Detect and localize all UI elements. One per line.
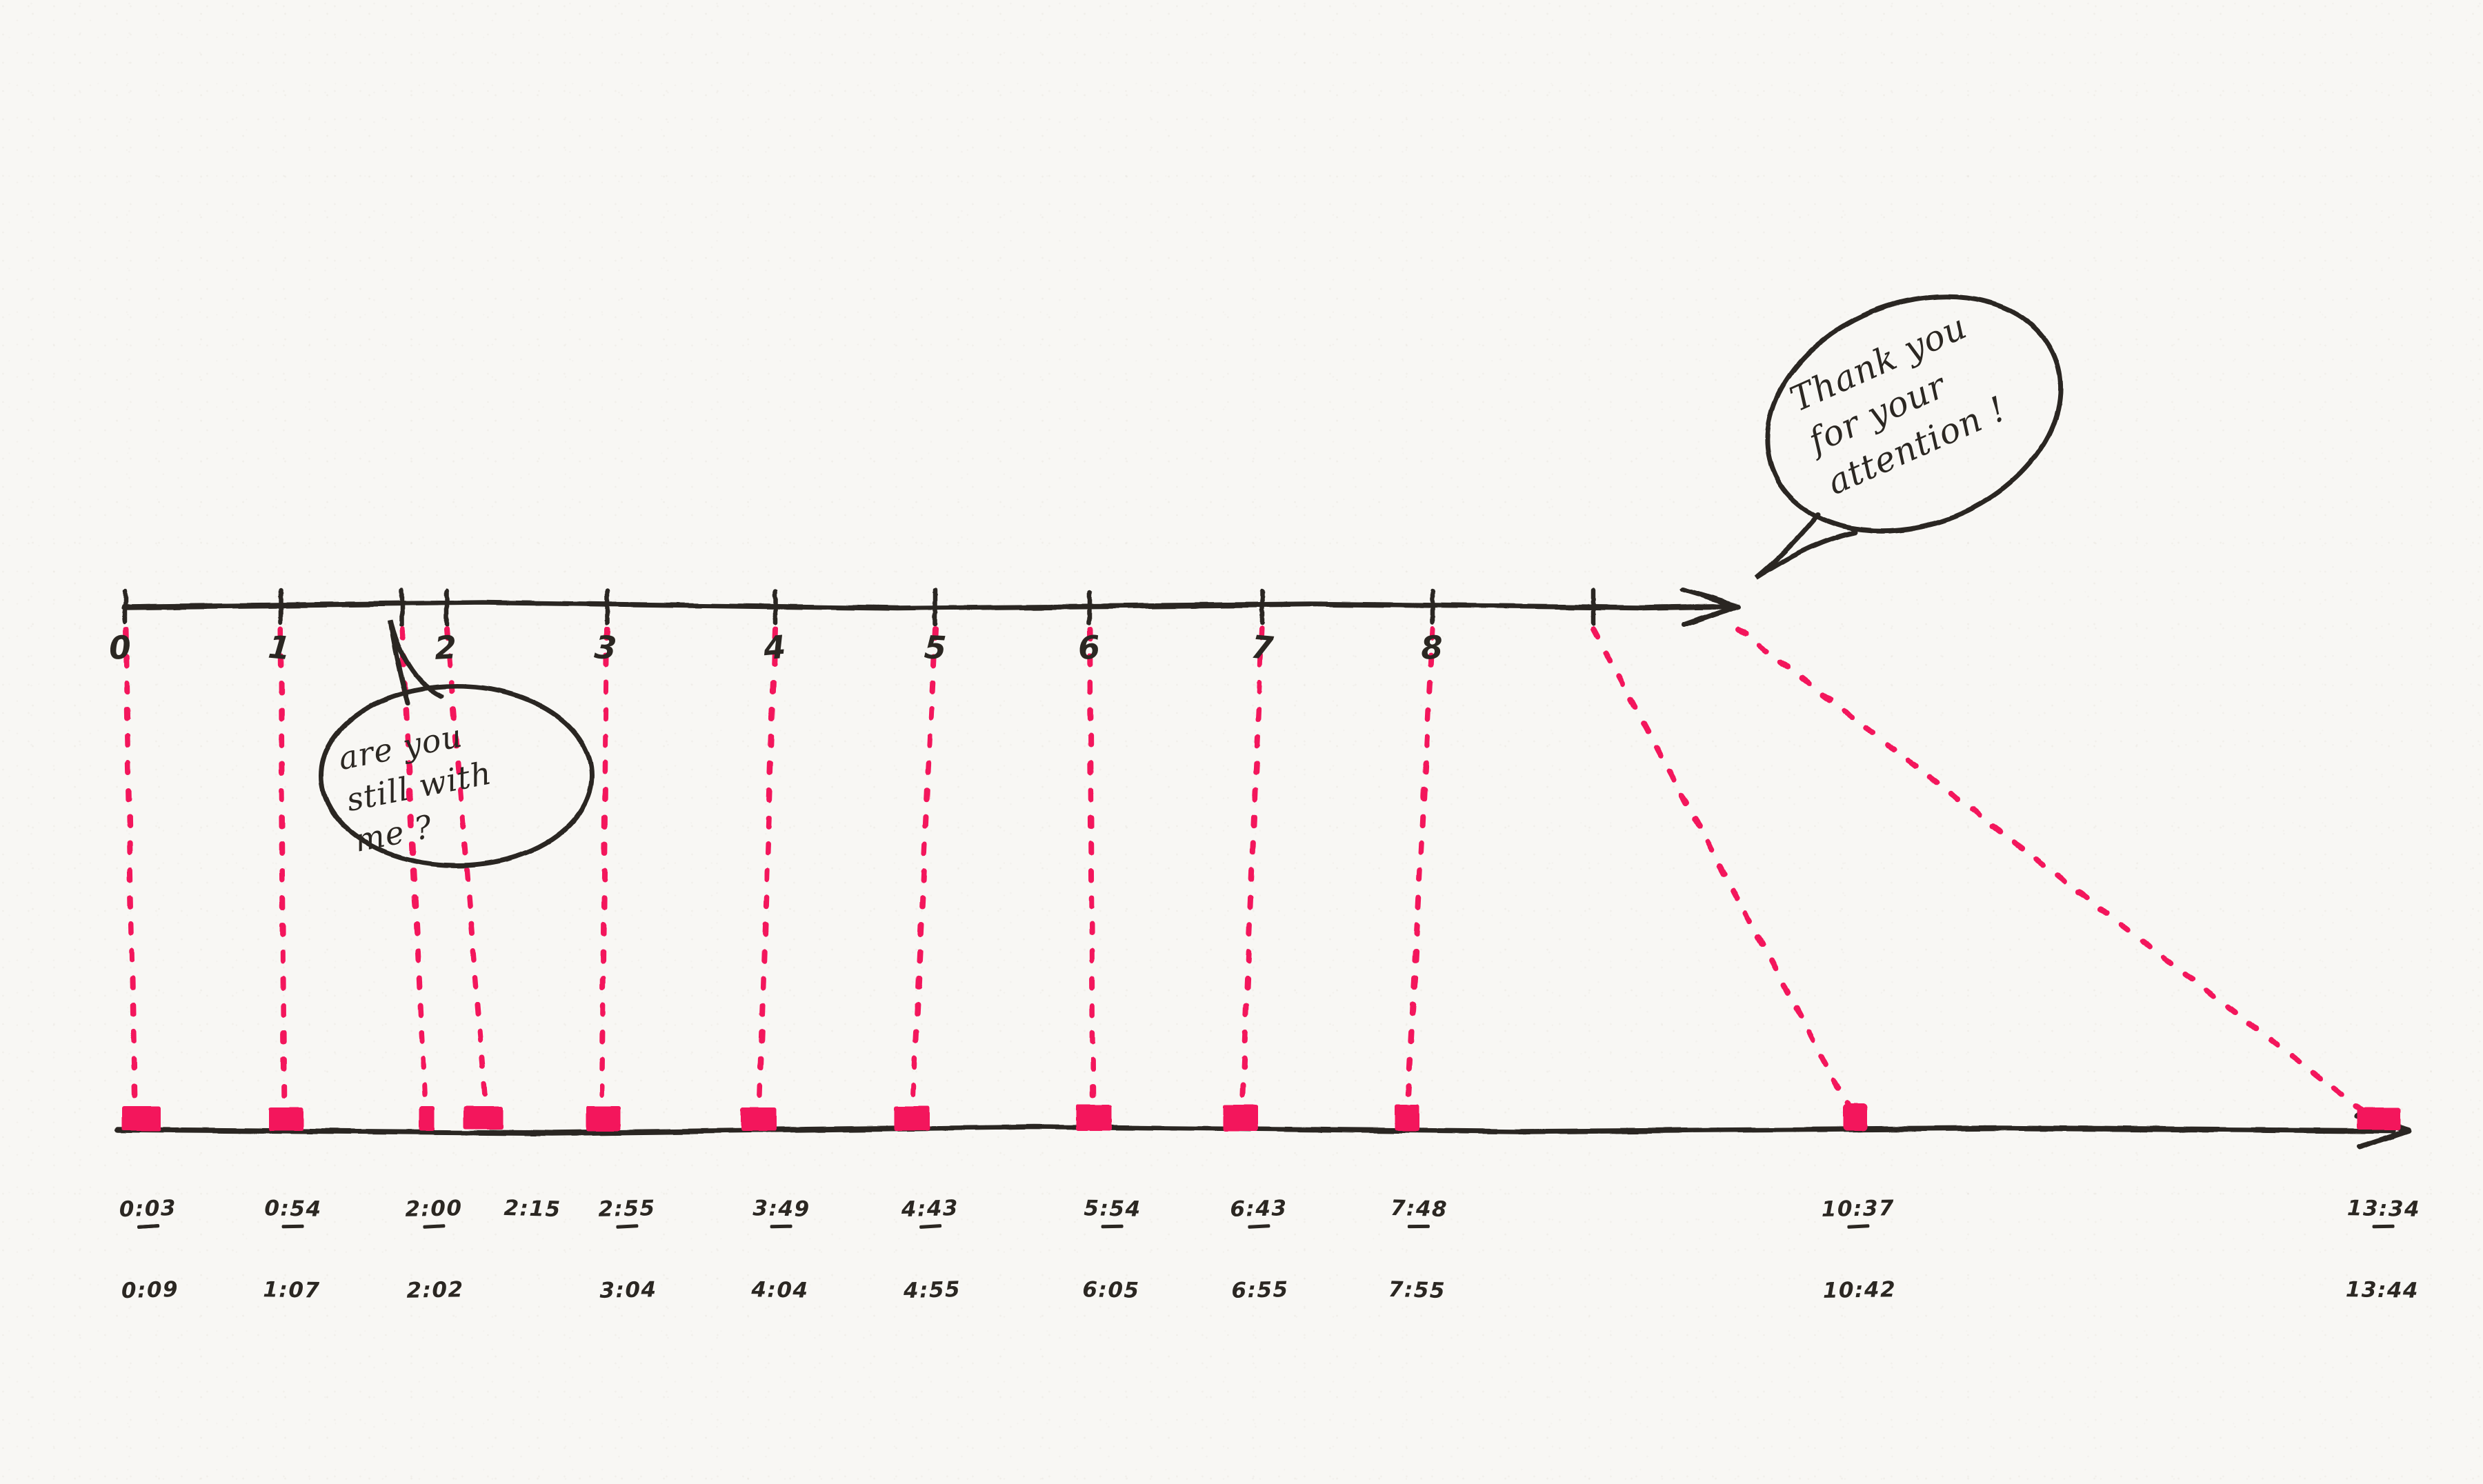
mid-callout-bubble: [319, 620, 595, 868]
timestamp-end: 7:55: [1388, 1276, 1446, 1303]
timestamp-start: 4:43: [901, 1196, 959, 1223]
final-callout-bubble: [1754, 294, 2064, 580]
timestamp-label-1334: 13:34 13:44: [2330, 1152, 2437, 1347]
timestamp-range-dash: [423, 1224, 446, 1230]
timestamp-label-2b: 2:15: [490, 1152, 575, 1266]
timestamp-end: 10:42: [1822, 1276, 1897, 1303]
event-marker-2b: [463, 1106, 503, 1130]
connector-6: [1087, 626, 1096, 1121]
timestamp-range-dash: [616, 1224, 639, 1230]
timestamp-end: 6:55: [1231, 1277, 1289, 1303]
axis-tick-label-6: 6: [1077, 628, 1102, 668]
timestamp-label-3: 2:55 3:04: [585, 1152, 671, 1347]
connector-1: [278, 626, 287, 1121]
bottom-axis-line: [114, 1124, 2396, 1136]
timestamp-start: 13:34: [2346, 1196, 2421, 1223]
axis-tick-label-8: 8: [1419, 628, 1444, 667]
axis-tick-label-5: 5: [923, 628, 948, 667]
connector-2: [399, 626, 428, 1121]
top-axis-arrowhead: [1680, 587, 1741, 628]
mid-callout-tail: [388, 620, 444, 706]
timestamp-range-dash: [2372, 1224, 2395, 1229]
timestamp-range-dash: [137, 1224, 160, 1230]
timestamp-end: 4:55: [903, 1276, 961, 1303]
axis-tick-label-3: 3: [593, 628, 619, 668]
axis-tick-label-7: 7: [1249, 628, 1275, 668]
connector-2b: [444, 626, 490, 1121]
axis-tick-label-0: 0: [108, 628, 133, 668]
timestamp-range-dash: [1407, 1225, 1430, 1229]
bottom-axis-group: [114, 1112, 2411, 1150]
mid-callout-body: [319, 683, 595, 868]
timestamp-range-dash: [281, 1224, 304, 1229]
timestamp-label-5: 4:43 4:55: [887, 1152, 975, 1347]
event-marker-1037: [1843, 1103, 1868, 1131]
event-marker-1334: [2357, 1107, 2400, 1130]
connector-1037: [1590, 626, 1858, 1121]
timestamp-start: 2:00: [405, 1196, 463, 1222]
axis-tick-label-2: 2: [433, 628, 458, 667]
timestamp-range-dash: [770, 1224, 792, 1229]
timestamp-start: 2:55: [598, 1196, 656, 1222]
top-axis-group: [121, 587, 1741, 628]
timestamp-start: 10:37: [1821, 1196, 1895, 1223]
timestamp-label-2: 2:00 2:02: [392, 1152, 478, 1347]
timestamp-end: 1:07: [263, 1277, 321, 1303]
timestamp-end: 2:02: [406, 1277, 464, 1303]
connector-4: [756, 626, 778, 1121]
timestamp-label-0: 0:03 0:09: [105, 1152, 192, 1347]
event-marker-0: [121, 1106, 161, 1131]
timestamp-end: 6:05: [1082, 1277, 1140, 1303]
timestamp-start: 3:49: [752, 1196, 810, 1222]
connector-8: [1404, 626, 1435, 1121]
final-callout-body: [1764, 294, 2064, 534]
timestamp-range-dash: [919, 1224, 942, 1230]
final-callout-tail: [1754, 512, 1858, 580]
timestamp-label-7: 6:43 6:55: [1217, 1152, 1303, 1347]
timestamp-end: 13:44: [2345, 1276, 2420, 1303]
timestamp-start: 0:54: [264, 1196, 322, 1222]
event-marker-1: [269, 1107, 303, 1131]
connector-3: [599, 626, 610, 1121]
connector-lines: [123, 626, 2375, 1121]
top-axis-ticks: [123, 588, 1596, 628]
timestamp-start: 7:48: [1390, 1196, 1448, 1223]
timestamp-start: 5:54: [1084, 1196, 1141, 1222]
timestamp-start: 0:03: [119, 1196, 177, 1223]
event-marker-6: [1076, 1105, 1112, 1131]
timestamp-label-6: 5:54 6:05: [1069, 1152, 1155, 1347]
axis-tick-label-4: 4: [761, 628, 788, 668]
timestamp-end: 3:04: [599, 1277, 657, 1303]
timestamp-label-4: 3:49 4:04: [738, 1152, 824, 1347]
axis-tick-label-1: 1: [266, 628, 292, 668]
top-axis-line: [121, 600, 1734, 611]
event-marker-3: [586, 1106, 621, 1131]
event-marker-8: [1395, 1105, 1419, 1131]
timestamp-start: 2:15: [503, 1196, 562, 1223]
connector-1334: [1735, 626, 2375, 1121]
timestamp-range-dash: [1101, 1224, 1124, 1229]
connector-0: [123, 626, 138, 1121]
event-marker-2: [419, 1106, 435, 1131]
timestamp-end: 0:09: [121, 1276, 179, 1303]
timestamp-range-dash: [1847, 1224, 1870, 1230]
timestamp-end: 4:04: [751, 1277, 809, 1303]
connector-5: [909, 626, 938, 1121]
event-marker-7: [1224, 1105, 1258, 1131]
timestamp-start: 6:43: [1230, 1196, 1288, 1222]
event-markers: [121, 1103, 2400, 1131]
connector-7: [1239, 626, 1265, 1121]
event-marker-5: [894, 1106, 930, 1131]
timestamp-label-1037: 10:37 10:42: [1806, 1152, 1913, 1347]
timestamp-label-1: 0:54 1:07: [250, 1152, 336, 1347]
timestamp-range-dash: [1248, 1224, 1270, 1230]
event-marker-4: [741, 1107, 777, 1131]
timestamp-label-8: 7:48 7:55: [1374, 1152, 1462, 1347]
